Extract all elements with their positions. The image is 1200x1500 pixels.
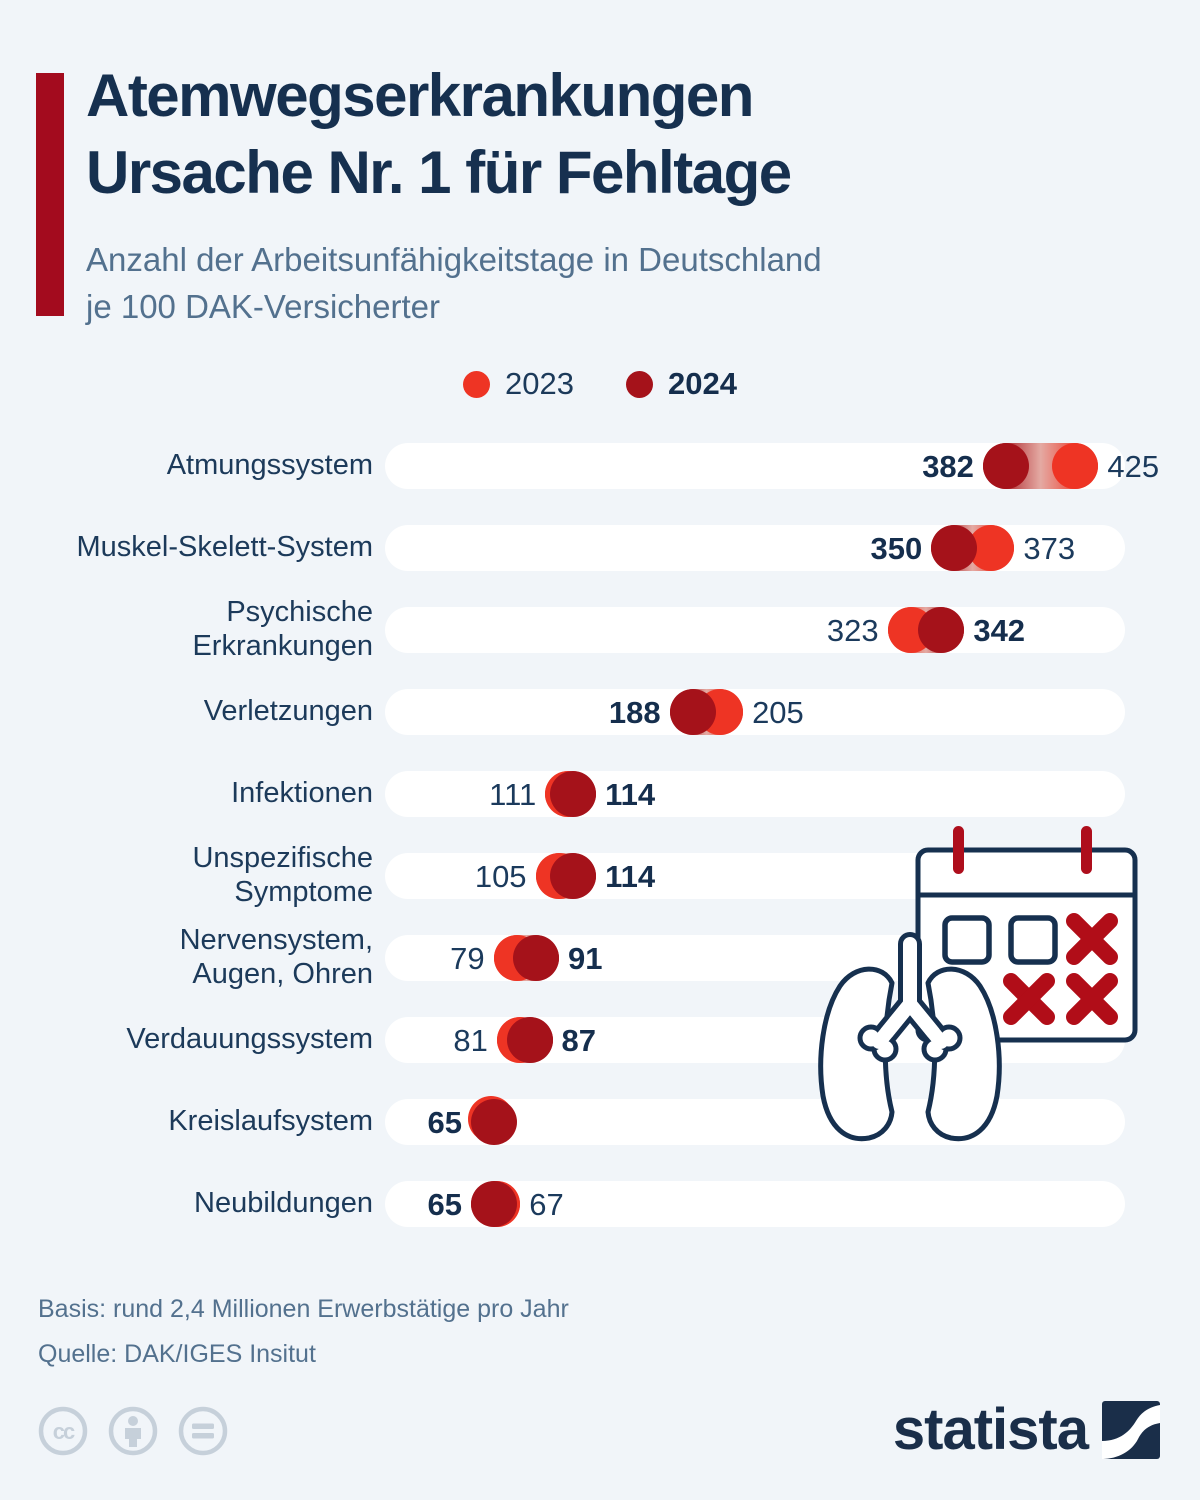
dot-2023 [1052, 443, 1099, 489]
category-label: Verletzungen [0, 671, 373, 753]
value-2024-label: 65 [427, 1105, 462, 1140]
category-label: Atmungssystem [0, 425, 373, 507]
value-2023-label: 425 [1107, 449, 1160, 484]
calendar-x-marks [1003, 913, 1118, 1025]
value-2023-label: 205 [752, 695, 804, 730]
legend-label-2024: 2024 [668, 366, 737, 401]
dot-2024 [982, 443, 1029, 489]
category-label: Infektionen [0, 753, 373, 835]
dot-2024 [918, 607, 965, 653]
category-label: Nervensystem, Augen, Ohren [0, 917, 373, 999]
footer-source: Quelle: DAK/IGES Insitut [38, 1340, 316, 1368]
chart-row: Psychische Erkrankungen 323 342 [0, 589, 1200, 671]
category-label-line: Kreislaufsystem [168, 1105, 373, 1138]
category-label-line: Muskel-Skelett-System [76, 531, 373, 564]
bar-track [385, 607, 1125, 653]
statista-logo-text: statista [892, 1397, 1089, 1462]
value-2024-label: 87 [561, 1023, 596, 1058]
page-subtitle-line1: Anzahl der Arbeitsunfähigkeitstage in De… [86, 241, 822, 278]
chart-row: Infektionen 111 114 [0, 753, 1200, 835]
attribution-icon [108, 1406, 158, 1456]
dot-2024 [550, 771, 597, 817]
value-2024-label: 91 [567, 941, 603, 976]
category-label-line: Infektionen [231, 777, 373, 810]
value-2023-label: 79 [450, 941, 485, 976]
value-2023-label: 111 [489, 777, 537, 812]
category-label-line: Symptome [234, 876, 373, 908]
value-2023-label: 323 [826, 613, 879, 648]
legend-item-2024: 2024 [626, 366, 737, 402]
chart-row: Verletzungen 188 205 [0, 671, 1200, 753]
value-2023-label: 373 [1023, 531, 1076, 566]
category-label-line: Verdauungssystem [126, 1023, 373, 1056]
license-icons: cc [38, 1406, 228, 1456]
category-label-line: Augen, Ohren [192, 958, 373, 990]
category-label: Verdauungssystem [0, 999, 373, 1081]
footer-basis: Basis: rund 2,4 Millionen Erwerbstätige … [38, 1295, 569, 1323]
bar-track [385, 771, 1125, 817]
category-label: Unspezifische Symptome [0, 835, 373, 917]
category-label: Kreislaufsystem [0, 1081, 373, 1163]
dot-2024 [506, 1017, 553, 1063]
page-title-line1: Atemwegserkrankungen [86, 62, 754, 129]
chart-row: Muskel-Skelett-System 350 373 [0, 507, 1200, 589]
statista-logo: statista [893, 1396, 1160, 1463]
category-label-line: Erkrankungen [192, 630, 373, 662]
dot-2024 [931, 525, 978, 571]
page-subtitle: Anzahl der Arbeitsunfähigkeitstage in De… [86, 237, 822, 331]
bar-track [385, 689, 1125, 735]
value-2023-label: 67 [529, 1187, 564, 1222]
category-label: Neubildungen [0, 1163, 373, 1245]
title-accent-bar [36, 73, 64, 316]
dot-2024 [470, 1099, 517, 1145]
value-2023-label: 105 [474, 859, 527, 894]
chart-row: Atmungssystem 382 425 [0, 425, 1200, 507]
page-title: Atemwegserkrankungen Ursache Nr. 1 für F… [86, 58, 792, 212]
category-label-line: Verletzungen [203, 695, 373, 728]
legend-item-2023: 2023 [463, 366, 574, 402]
lungs-icon [818, 932, 1002, 1142]
page-title-line2: Ursache Nr. 1 für Fehltage [86, 138, 792, 206]
category-label-line: Neubildungen [194, 1187, 373, 1220]
page-subtitle-line2: je 100 DAK-Versicherter [86, 287, 440, 325]
value-2024-label: 114 [605, 777, 656, 812]
value-2024-label: 65 [427, 1187, 462, 1222]
lungs-calendar-illustration [818, 826, 1138, 1142]
legend-dot-2024-icon [626, 370, 653, 398]
dot-2024 [669, 689, 716, 735]
category-label: Psychische Erkrankungen [0, 589, 373, 671]
svg-text:cc: cc [53, 1419, 75, 1444]
nd-icon [178, 1406, 228, 1456]
category-label-line: Psychische [226, 596, 373, 629]
category-label: Muskel-Skelett-System [0, 507, 373, 589]
dot-2024 [470, 1181, 517, 1227]
value-2024-label: 382 [922, 449, 974, 484]
value-2024-label: 114 [605, 859, 656, 894]
legend-label-2023: 2023 [505, 366, 574, 401]
dot-2024 [512, 935, 559, 981]
statista-logo-icon [1102, 1400, 1160, 1459]
category-label-line: Atmungssystem [166, 449, 373, 482]
value-2024-label: 350 [870, 531, 923, 566]
legend: 2023 2024 [0, 366, 1200, 402]
value-2023-label: 81 [453, 1023, 488, 1058]
legend-dot-2023-icon [463, 370, 491, 398]
chart-row: Kreislaufsystem 65 [0, 1081, 1200, 1163]
chart-row: Neubildungen 65 67 [0, 1163, 1200, 1245]
category-label-line: Nervensystem, [179, 924, 373, 957]
category-label-line: Unspezifische [192, 842, 373, 875]
value-2024-label: 188 [608, 695, 661, 730]
cc-icon: cc [38, 1406, 88, 1456]
value-2024-label: 342 [973, 613, 1026, 648]
dot-2024 [550, 853, 597, 899]
